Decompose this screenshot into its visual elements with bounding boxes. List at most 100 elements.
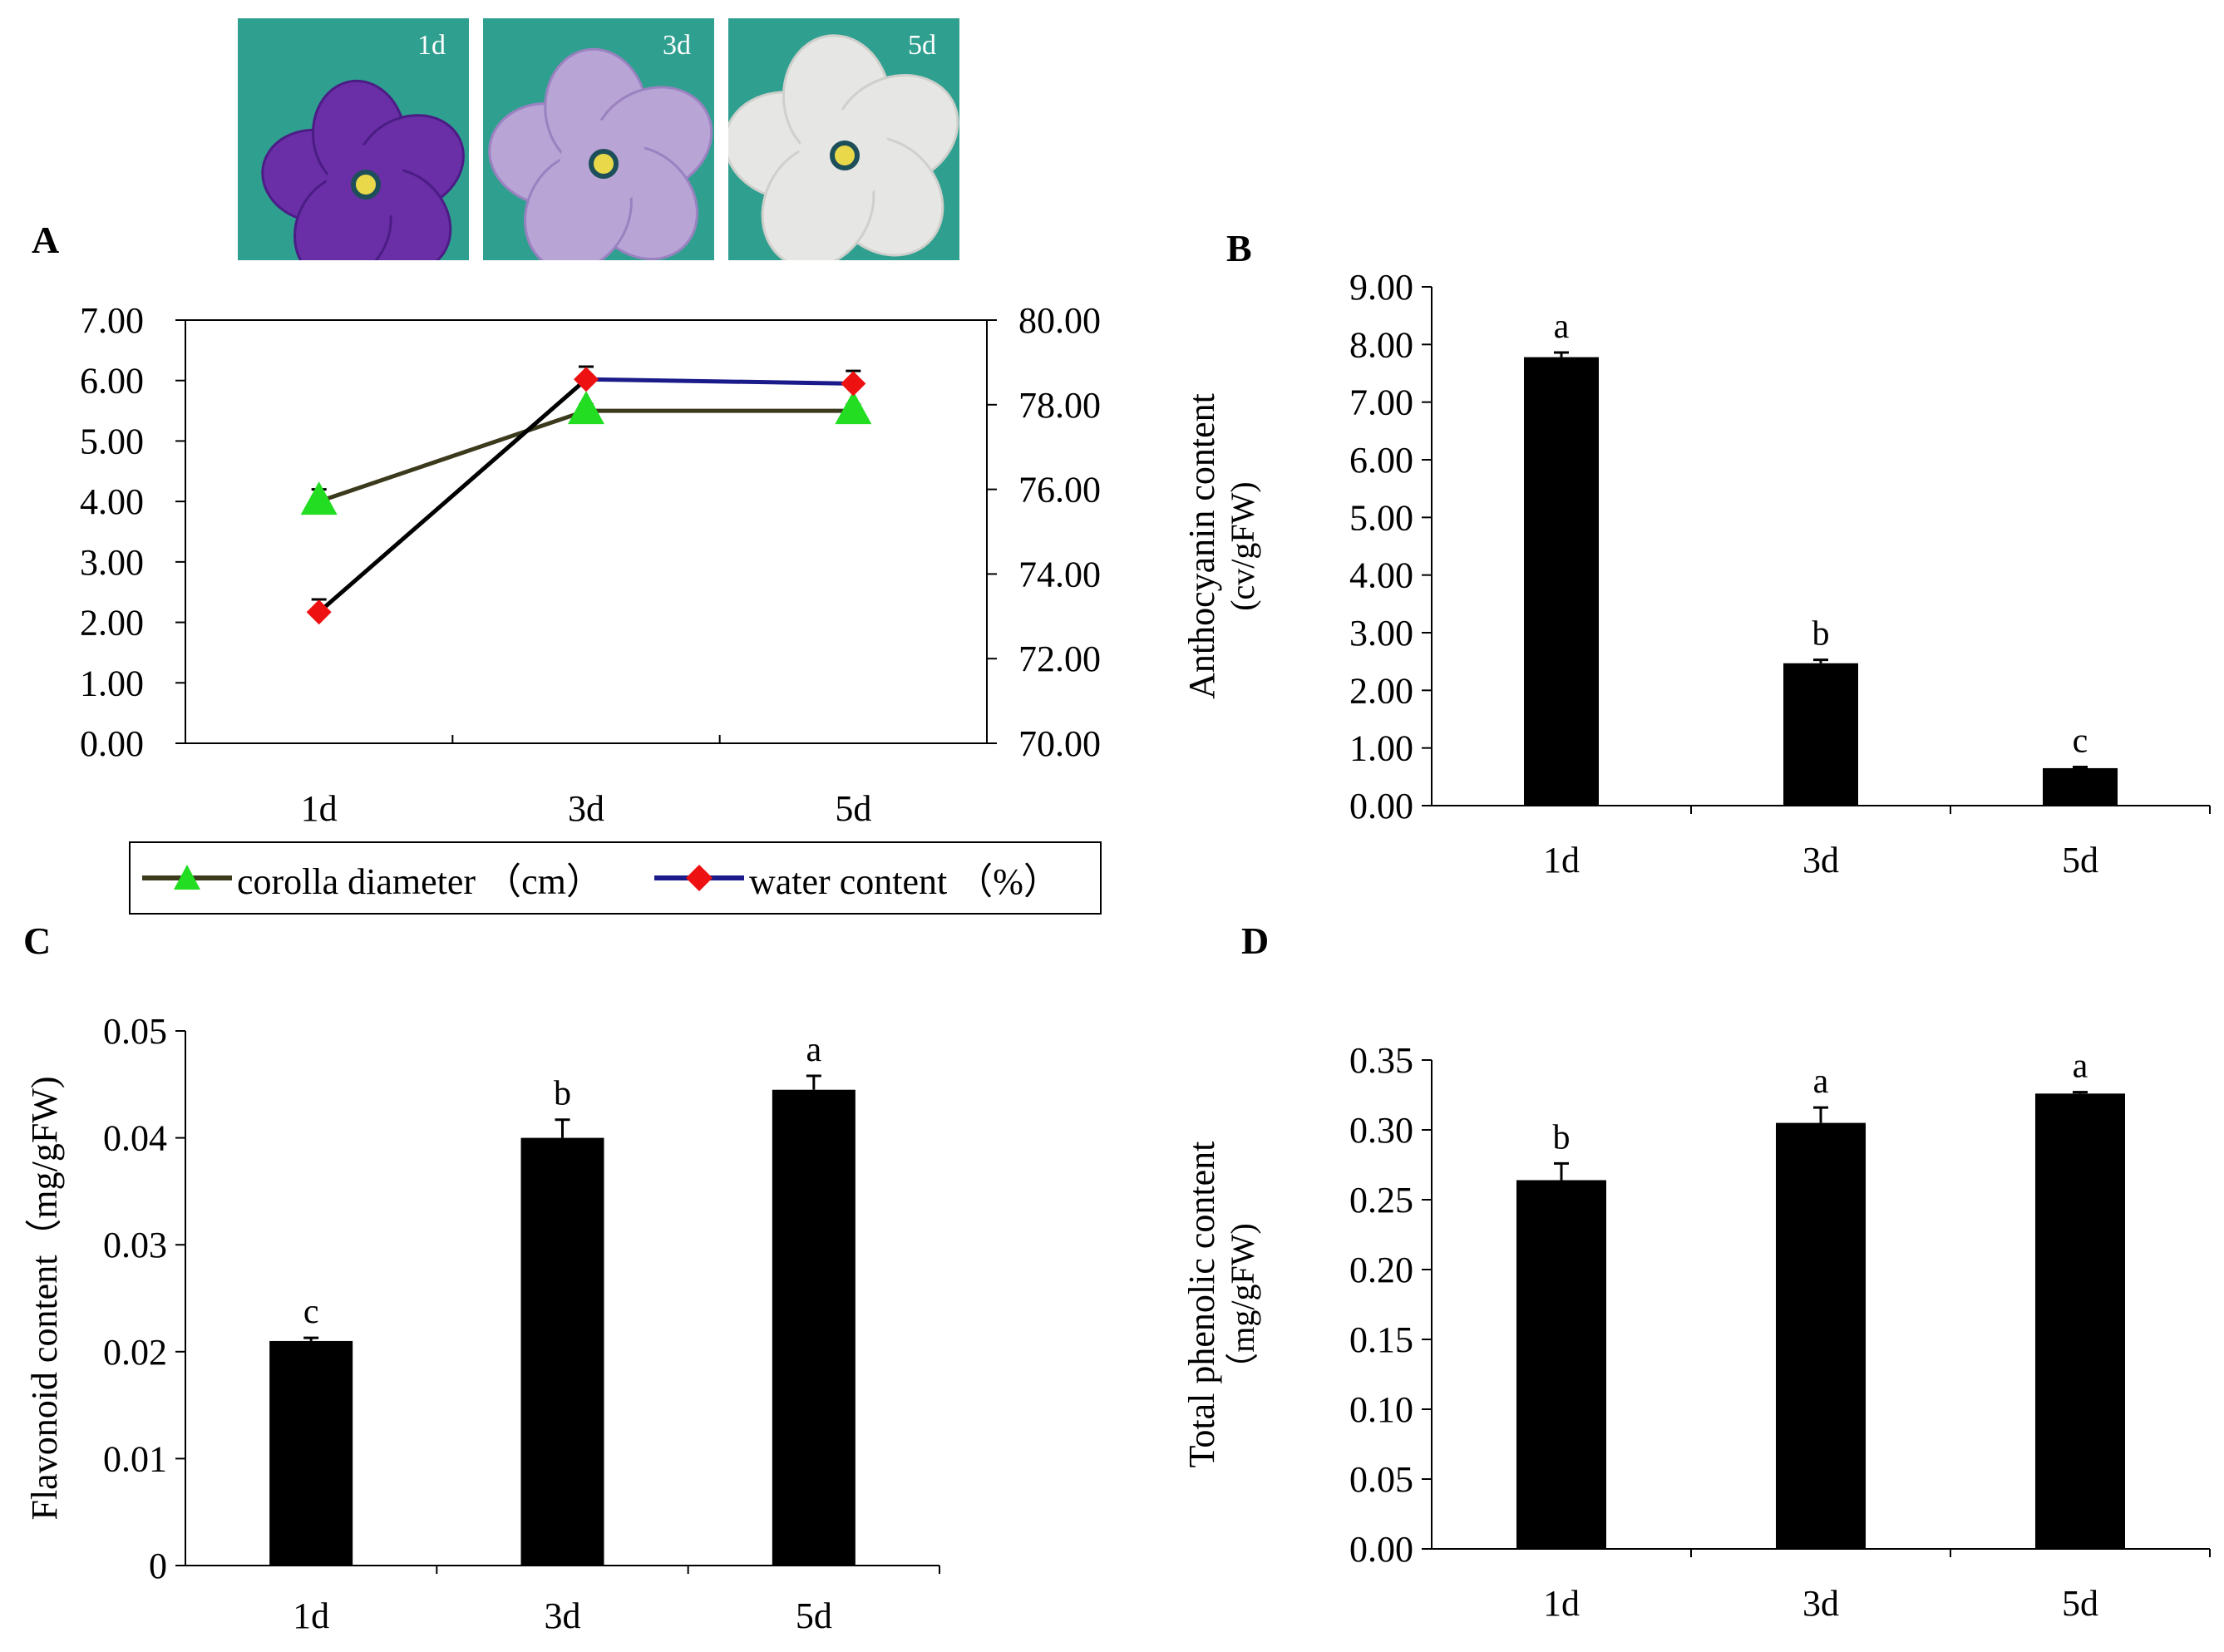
- point-corolla-5d: [835, 391, 872, 425]
- x-tick-label-5d: 5d: [2062, 1583, 2098, 1624]
- x-tick-label-1d: 1d: [301, 788, 338, 829]
- right-y-tick-label: 80.00: [1018, 300, 1101, 341]
- legend-water-label: water content （%）: [749, 861, 1060, 902]
- y-tick-label: 0.20: [1349, 1250, 1413, 1290]
- point-water-3d: [574, 367, 599, 392]
- y-tick-label: 8.00: [1349, 324, 1413, 365]
- x-tick-label-3d: 3d: [1802, 840, 1839, 880]
- legend-item-corolla: corolla diameter （cm）: [142, 843, 603, 913]
- legend-item-water: water content （%）: [654, 843, 1060, 913]
- flower-shape: [261, 79, 465, 260]
- y-tick-label: 0.30: [1349, 1110, 1413, 1151]
- point-water-5d: [841, 371, 866, 397]
- legend-water-marker-icon: [654, 865, 744, 891]
- flower-photo-5d: 5d: [728, 18, 959, 260]
- y-tick-label: 0.00: [1349, 786, 1413, 826]
- x-tick-label-1d: 1d: [1543, 1583, 1580, 1624]
- significance-letter-3d: b: [1812, 615, 1830, 653]
- right-y-tick-label: 78.00: [1018, 385, 1101, 426]
- y-axis-label: Anthocyanin content: [1181, 393, 1222, 699]
- series-line-water-segment-1: [318, 377, 588, 614]
- right-y-tick-label: 74.00: [1018, 554, 1101, 594]
- x-tick-label-5d: 5d: [796, 1595, 832, 1636]
- x-tick-label-1d: 1d: [293, 1595, 329, 1636]
- y-tick-label: 0.04: [103, 1118, 167, 1159]
- x-tick-label-3d: 3d: [568, 788, 604, 829]
- left-y-tick-label: 3.00: [80, 542, 144, 583]
- photo-label-1d: 1d: [417, 30, 446, 61]
- x-tick-label-3d: 3d: [1802, 1583, 1839, 1624]
- bar-3d: [1783, 663, 1858, 806]
- flower-eye: [351, 170, 381, 200]
- y-axis-label-unit: （mg/gFW): [1224, 1223, 1261, 1386]
- flower-shape: [728, 34, 959, 260]
- right-y-tick-label: 72.00: [1018, 639, 1101, 679]
- y-tick-label: 0: [149, 1546, 167, 1586]
- left-y-tick-label: 7.00: [80, 300, 144, 341]
- series-line-corolla: [318, 408, 854, 504]
- y-tick-label: 0.03: [103, 1225, 167, 1265]
- flower-eye: [830, 141, 860, 170]
- x-tick-label-5d: 5d: [2062, 840, 2098, 880]
- y-tick-label: 9.00: [1349, 267, 1413, 308]
- y-tick-label: 0.05: [103, 1011, 167, 1052]
- y-tick-label: 0.25: [1349, 1180, 1413, 1221]
- y-axis-label-unit: (cv/gFW): [1224, 481, 1261, 611]
- bar-3d: [1776, 1122, 1866, 1549]
- y-tick-label: 4.00: [1349, 555, 1413, 596]
- y-tick-label: 0.15: [1349, 1319, 1413, 1360]
- bar-1d: [1516, 1180, 1606, 1549]
- flower-3d-image: [488, 47, 713, 260]
- bar-3d: [520, 1137, 604, 1566]
- bar-5d: [2035, 1093, 2125, 1549]
- panel-label-d: D: [1241, 920, 1270, 962]
- significance-letter-5d: a: [2073, 1048, 2088, 1086]
- panel-label-c: C: [23, 920, 52, 962]
- flower-5d-image: [728, 34, 959, 260]
- point-water-1d: [306, 599, 332, 625]
- y-tick-label: 5.00: [1349, 497, 1413, 538]
- flower-1d-image: [261, 79, 465, 260]
- x-tick-label-3d: 3d: [545, 1595, 581, 1636]
- plot-frame: [185, 319, 988, 744]
- series-line-water-segment-2: [585, 377, 854, 386]
- bar-1d: [1524, 357, 1599, 806]
- significance-letter-1d: a: [1554, 308, 1570, 346]
- flower-photo-1d: 1d: [238, 18, 469, 260]
- point-corolla-3d: [568, 391, 604, 425]
- left-y-tick-label: 1.00: [80, 663, 144, 703]
- legend-corolla-label: corolla diameter （cm）: [237, 861, 603, 902]
- flower-photo-3d: 3d: [483, 18, 714, 260]
- panel-label-b: B: [1226, 227, 1252, 269]
- right-y-tick-label: 76.00: [1018, 470, 1101, 510]
- significance-letter-5d: a: [806, 1031, 822, 1069]
- chart-d-phenolic: 0.00 0.05 0.10 0.15 0.20 0.25 0.30 0.35 b 1d a 3d a 5…: [1181, 1040, 2211, 1624]
- significance-letter-3d: a: [1813, 1063, 1829, 1101]
- y-tick-label: 1.00: [1349, 728, 1413, 769]
- y-tick-label: 0.05: [1349, 1459, 1413, 1500]
- y-tick-label: 6.00: [1349, 440, 1413, 481]
- y-tick-label: 0.35: [1349, 1040, 1413, 1081]
- y-tick-label: 7.00: [1349, 382, 1413, 423]
- x-tick-label-5d: 5d: [835, 788, 871, 829]
- y-tick-label: 0.02: [103, 1332, 167, 1373]
- left-y-tick-label: 2.00: [80, 603, 144, 644]
- bar-5d: [772, 1089, 856, 1566]
- legend-corolla-marker-icon: [142, 865, 232, 890]
- y-tick-label: 3.00: [1349, 613, 1413, 653]
- bar-5d: [2043, 767, 2118, 806]
- flower-shape: [488, 47, 713, 260]
- left-y-tick-label: 6.00: [80, 361, 144, 402]
- x-tick-label-1d: 1d: [1543, 840, 1580, 880]
- photo-label-5d: 5d: [908, 30, 936, 61]
- panel-label-a: A: [32, 219, 60, 261]
- flower-eye: [589, 149, 619, 179]
- left-y-tick-label: 5.00: [80, 421, 144, 461]
- significance-letter-5d: c: [2073, 722, 2088, 761]
- chart-a-legend: corolla diameter （cm） water content （%）: [129, 841, 1102, 915]
- photo-label-3d: 3d: [663, 30, 691, 61]
- chart-b-anthocyanin: 0.00 1.00 2.00 3.00 4.00 5.00 6.00 7.00 8.00 9.00…: [1181, 267, 2211, 880]
- chart-a-corolla-water: 0.00 1.00 2.00 3.00 4.00 5.00 6.00 7.00 70.00 72.…: [80, 300, 1101, 829]
- y-tick-label: 0.01: [103, 1438, 167, 1479]
